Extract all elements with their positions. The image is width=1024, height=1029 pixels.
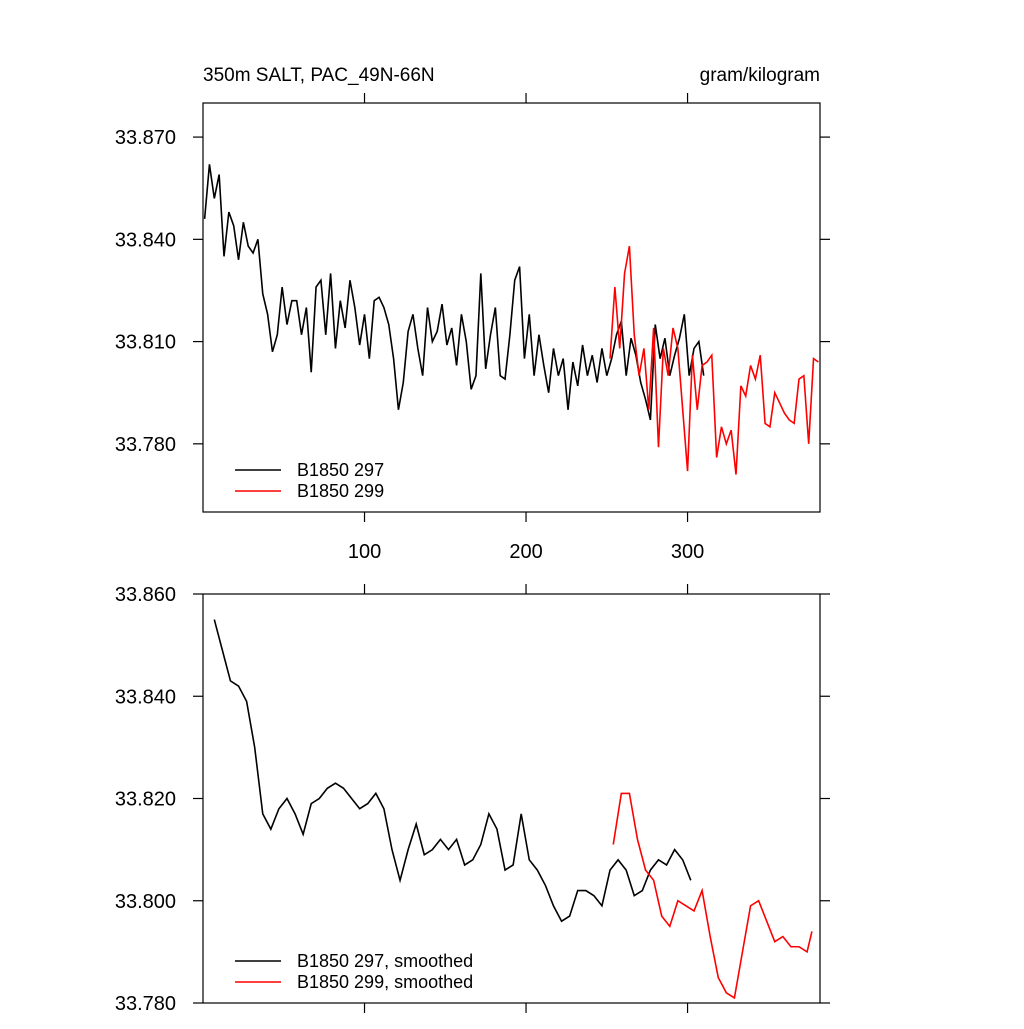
x-tick-label: 100	[348, 541, 381, 563]
legend-label: B1850 297	[297, 460, 384, 480]
y-tick-label: 33.780	[115, 993, 176, 1015]
legend-label: B1850 299	[297, 481, 384, 501]
x-tick-label: 200	[509, 541, 542, 563]
y-tick-label: 33.840	[115, 686, 176, 708]
y-tick-label: 33.800	[115, 891, 176, 913]
y-tick-label: 33.860	[115, 584, 176, 606]
plot-frame	[202, 102, 821, 513]
units-label: gram/kilogram	[700, 65, 820, 86]
y-tick-label: 33.870	[115, 127, 176, 149]
y-tick-label: 33.820	[115, 789, 176, 811]
y-tick-label: 33.840	[115, 229, 176, 251]
x-tick-label: 300	[671, 541, 704, 563]
plot-frame	[202, 593, 821, 1004]
data-line	[213, 619, 692, 923]
legend-label: B1850 299, smoothed	[297, 972, 473, 992]
legend-label: B1850 297, smoothed	[297, 951, 473, 971]
data-line	[609, 246, 819, 475]
chart-title: 350m SALT, PAC_49N-66N	[203, 65, 435, 86]
data-line	[612, 792, 813, 1000]
y-tick-label: 33.780	[115, 434, 176, 456]
data-line	[203, 164, 705, 421]
y-tick-label: 33.810	[115, 332, 176, 354]
